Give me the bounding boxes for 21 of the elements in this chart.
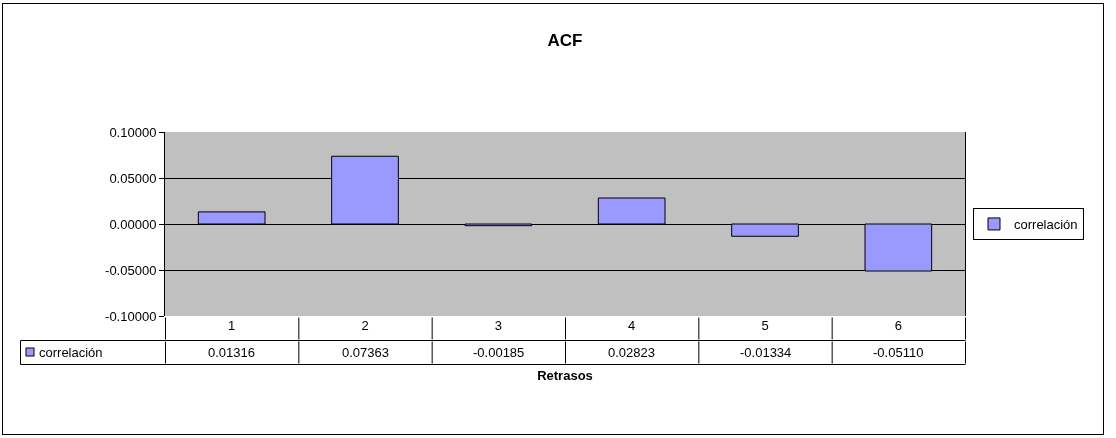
x-tick-label: 1: [228, 318, 236, 333]
data-label: 0.01316: [208, 345, 255, 360]
x-tick-label: 4: [628, 318, 636, 333]
y-tick-label: 0.05000: [109, 170, 157, 186]
data-label: -0.05110: [873, 345, 924, 360]
y-tick-label: -0.10000: [105, 308, 157, 324]
x-axis-title: Retrasos: [537, 367, 593, 383]
x-tick-label: 3: [494, 318, 502, 333]
data-label: -0.01334: [740, 345, 792, 360]
data-label: -0.00185: [473, 345, 525, 360]
y-tick-label: 0.10000: [109, 124, 157, 140]
text: correlación: [39, 345, 103, 360]
x-tick-label: 2: [361, 318, 369, 333]
data-label: 0.02823: [608, 345, 655, 360]
legend-label: correlación: [1014, 217, 1078, 233]
y-tick-label: 0.00000: [109, 216, 157, 232]
chart-title: ACF: [547, 30, 583, 50]
y-tick-label: -0.05000: [105, 262, 157, 278]
x-tick-label: 5: [761, 318, 769, 333]
data-label: 0.07363: [342, 345, 389, 360]
x-tick-label: 6: [894, 318, 902, 333]
